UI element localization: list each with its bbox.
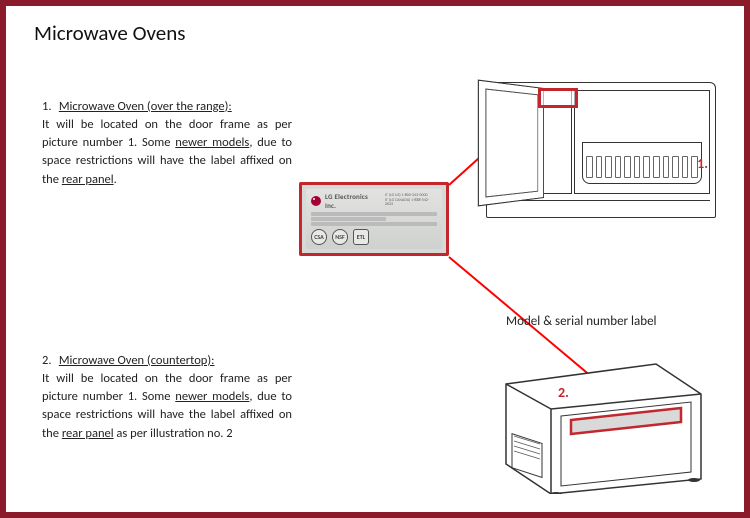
underline-rear-panel-1: rear panel <box>62 172 114 187</box>
lg-logo-icon <box>311 196 321 206</box>
instruction-block-2: 2. Microwave Oven (countertop): It will … <box>42 352 292 443</box>
instruction-block-1: 1. Microwave Oven (over the range): It w… <box>42 98 292 189</box>
text: . <box>114 172 117 187</box>
document-frame: Microwave Ovens 1. Microwave Oven (over … <box>0 0 750 518</box>
item-number-2: 2. <box>42 352 56 370</box>
item-number-1: 1. <box>42 98 56 116</box>
figure-number-2: 2. <box>558 384 569 401</box>
item-heading-1: Microwave Oven (over the range): <box>59 99 232 114</box>
underline-rear-panel-2: rear panel <box>62 426 114 441</box>
underline-newer-models-2: newer models <box>175 389 249 404</box>
label-line <box>311 217 386 221</box>
text: as per illustration no. 2 <box>114 426 233 441</box>
label-line <box>311 222 437 226</box>
label-contact-text: IT (LG US) 1-800-243-0000IT (LG CANADA) … <box>385 194 437 207</box>
cert-csa-icon: CSA <box>311 229 327 245</box>
figure-number-1: 1. <box>697 155 708 172</box>
label-plate: LG Electronics Inc. IT (LG US) 1-800-243… <box>306 189 442 249</box>
page-title: Microwave Ovens <box>34 20 185 46</box>
diagram-over-the-range: 1. <box>486 82 716 218</box>
brand-text: LG Electronics Inc. <box>325 192 381 210</box>
underline-newer-models-1: newer models <box>175 135 249 150</box>
label-line <box>311 212 437 216</box>
caption-text: Model & serial number label <box>506 314 657 329</box>
item-heading-2: Microwave Oven (countertop): <box>59 353 215 368</box>
serial-label-photo: LG Electronics Inc. IT (LG US) 1-800-243… <box>299 182 449 256</box>
diagram-countertop: 2. <box>476 344 716 494</box>
cert-etl-icon: ETL <box>353 229 369 245</box>
label-location-highlight-1 <box>538 88 578 108</box>
cert-nsf-icon: NSF <box>332 229 348 245</box>
